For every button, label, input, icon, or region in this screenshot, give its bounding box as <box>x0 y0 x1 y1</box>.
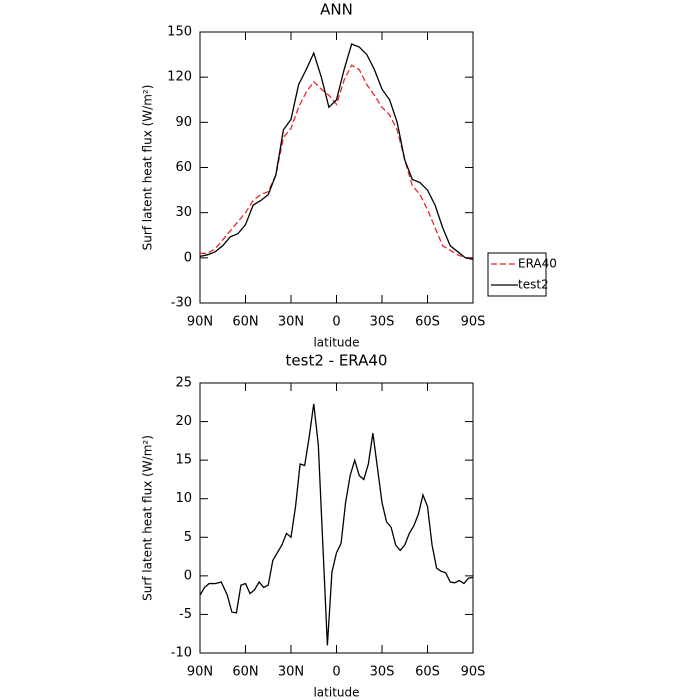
y-tick-label: 90 <box>175 115 192 130</box>
x-tick-label: 90S <box>461 665 486 680</box>
y-tick-label: -30 <box>171 296 192 311</box>
y-tick-label: -10 <box>171 646 192 661</box>
y-tick-label: 30 <box>175 205 192 220</box>
x-tick-label: 60S <box>415 665 440 680</box>
x-tick-label: 60S <box>415 315 440 330</box>
x-tick-label: 30N <box>278 665 304 680</box>
x-tick-label: 30S <box>370 665 395 680</box>
y-tick-label: 0 <box>184 250 192 265</box>
y-tick-label: 5 <box>184 530 192 545</box>
chart-title: ANN <box>320 1 353 19</box>
y-tick-label: -5 <box>179 607 192 622</box>
y-tick-label: 150 <box>167 25 192 40</box>
y-tick-label: 25 <box>175 376 192 391</box>
x-axis-label: latitude <box>313 686 359 700</box>
x-tick-label: 0 <box>332 315 340 330</box>
x-tick-label: 90S <box>461 315 486 330</box>
x-tick-label: 90N <box>187 315 213 330</box>
y-axis-label: Surf latent heat flux (W/m²) <box>141 85 155 251</box>
x-tick-label: 90N <box>187 665 213 680</box>
chart-title: test2 - ERA40 <box>286 352 388 370</box>
y-tick-label: 20 <box>175 414 192 429</box>
legend-box <box>487 252 547 297</box>
data-line <box>199 403 474 646</box>
x-axis-label: latitude <box>313 336 359 350</box>
x-tick-label: 30S <box>370 315 395 330</box>
x-tick-label: 60N <box>232 315 258 330</box>
x-tick-label: 0 <box>332 665 340 680</box>
y-axis-label: Surf latent heat flux (W/m²) <box>141 435 155 601</box>
y-tick-label: 120 <box>167 70 192 85</box>
plot-frame <box>199 382 474 654</box>
legend-label: test2 <box>518 278 549 292</box>
y-tick-label: 60 <box>175 160 192 175</box>
x-tick-label: 30N <box>278 315 304 330</box>
y-tick-label: 15 <box>175 453 192 468</box>
x-tick-label: 60N <box>232 665 258 680</box>
data-line <box>199 43 474 260</box>
plot-frame <box>199 31 474 304</box>
legend-label: ERA40 <box>518 257 557 271</box>
y-tick-label: 10 <box>175 491 192 506</box>
data-line <box>200 64 473 259</box>
y-tick-label: 0 <box>184 568 192 583</box>
